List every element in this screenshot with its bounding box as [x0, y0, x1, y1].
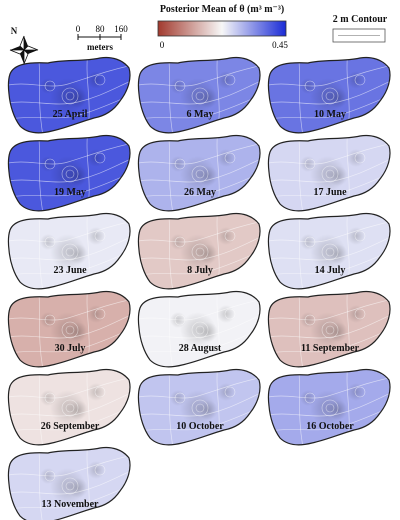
map-panel-23-june: 23 June — [7, 212, 131, 290]
north-arrow: N — [9, 26, 39, 65]
scale-label-80: 80 — [96, 24, 106, 34]
map-panel-16-october: 16 October — [267, 368, 391, 446]
contour-legend-label: 2 m Contour — [333, 14, 388, 25]
map-panel-11-september: 11 September — [267, 290, 391, 368]
panel-date-label: 11 September — [301, 343, 360, 354]
map-panel-13-november: 13 November — [7, 446, 131, 520]
panel-date-label: 26 May — [184, 187, 216, 198]
contour-lines — [138, 213, 260, 289]
panel-date-label: 25 April — [53, 109, 88, 120]
panel-date-label: 19 May — [54, 187, 86, 198]
map-panel-10-may: 10 May — [267, 56, 391, 134]
contour-legend: 2 m Contour — [332, 14, 388, 43]
map-panel-19-may: 19 May — [7, 134, 131, 212]
panel-date-label: 10 October — [176, 421, 224, 432]
map-panel-28-august: 28 August — [137, 290, 261, 368]
panel-date-label: 13 November — [42, 499, 99, 510]
panel-date-label: 28 August — [179, 343, 222, 354]
contour-lines — [138, 291, 260, 367]
contour-lines — [8, 369, 130, 445]
legend-colorbar — [157, 20, 287, 37]
color-legend: Posterior Mean of θ (m³ m⁻³) 0 0.45 — [157, 4, 288, 50]
panel-date-label: 26 September — [41, 421, 100, 432]
map-panel-8-july: 8 July — [137, 212, 261, 290]
legend-max-label: 0.45 — [272, 40, 288, 50]
contour-lines — [138, 135, 260, 211]
scale-units: meters — [87, 42, 113, 52]
map-panel-10-october: 10 October — [137, 368, 261, 446]
map-panel-17-june: 17 June — [267, 134, 391, 212]
map-panel-30-july: 30 July — [7, 290, 131, 368]
contour-lines — [8, 57, 130, 133]
panel-date-label: 30 July — [55, 343, 86, 354]
panel-date-label: 10 May — [314, 109, 346, 120]
panel-date-label: 17 June — [313, 187, 347, 198]
contour-lines — [8, 213, 130, 289]
map-panel-26-september: 26 September — [7, 368, 131, 446]
map-panel-6-may: 6 May — [137, 56, 261, 134]
legend-min-label: 0 — [160, 40, 165, 50]
contour-lines — [268, 57, 390, 133]
map-panel-25-april: 25 April — [7, 56, 131, 134]
map-panel-14-july: 14 July — [267, 212, 391, 290]
contour-lines — [268, 369, 390, 445]
legend-title: Posterior Mean of θ (m³ m⁻³) — [160, 4, 284, 15]
panel-date-label: 16 October — [306, 421, 354, 432]
scale-label-0: 0 — [76, 24, 81, 34]
map-panels: 25 April 6 May 10 May 19 May 26 May 17 June 23… — [7, 56, 391, 520]
panel-date-label: 6 May — [187, 109, 214, 120]
panel-date-label: 14 July — [315, 265, 346, 276]
panel-date-label: 23 June — [53, 265, 87, 276]
panel-date-label: 8 July — [187, 265, 213, 276]
north-label: N — [11, 26, 18, 36]
scale-label-160: 160 — [114, 24, 128, 34]
scale-bar: 0 80 160 meters — [76, 24, 129, 52]
map-panel-26-may: 26 May — [137, 134, 261, 212]
